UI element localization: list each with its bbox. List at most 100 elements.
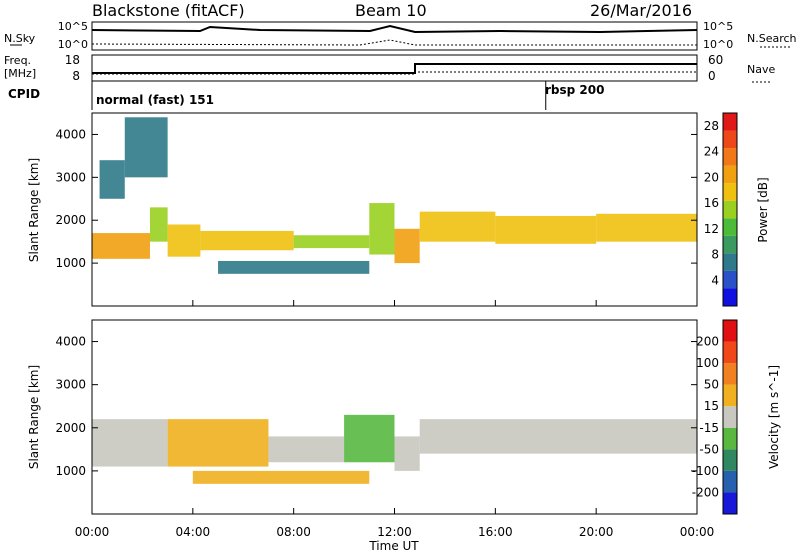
x-tick-label-4: 16:00 xyxy=(478,525,513,539)
y-tick-label-2: 3000 xyxy=(55,170,86,184)
band-velocity-2 xyxy=(268,436,345,463)
power-ylabel: Slant Range [km] xyxy=(27,158,41,262)
band-power-6 xyxy=(394,228,420,264)
y-tick-label-1: 2000 xyxy=(55,421,86,435)
colorbar-swatch-4 xyxy=(723,406,737,428)
date-title: 26/Mar/2016 xyxy=(590,1,692,20)
colorbar-tick-6: 28 xyxy=(704,119,719,133)
colorbar-frame xyxy=(722,112,738,307)
colorbar-swatch-3 xyxy=(723,427,737,450)
y-tick-label-0: 1000 xyxy=(55,256,86,270)
y-tick-label-2: 3000 xyxy=(55,378,86,392)
noise-sky-series xyxy=(91,24,698,34)
noise-right-tick-bottom: 10^0 xyxy=(703,38,733,51)
band-power-3 xyxy=(200,230,294,251)
colorbar-swatch-3 xyxy=(723,235,737,254)
y-tick-label-0: 1000 xyxy=(55,464,86,478)
noise-panel-frame xyxy=(91,21,698,51)
x-tick-label-2: 08:00 xyxy=(276,525,311,539)
velocity-colorbar-label: Velocity [m s^-1] xyxy=(767,365,781,469)
colorbar-swatch-6 xyxy=(723,363,737,385)
band-velocity-4 xyxy=(394,436,420,471)
colorbar-tick-1: 8 xyxy=(711,248,719,262)
nave-label: Nave xyxy=(747,63,775,76)
band-velocity-6 xyxy=(192,470,370,484)
band-velocity-3 xyxy=(344,414,395,463)
nave-series xyxy=(92,71,697,75)
velocity-colorbar: 200 100 50 15 -15 -50 -100 -200 xyxy=(692,319,738,515)
y-tick-label-3: 4000 xyxy=(55,127,86,141)
band-power-4 xyxy=(293,235,370,249)
noise-right-tick-top: 10^5 xyxy=(703,20,733,33)
freq-label-bottom: [MHz] xyxy=(4,67,36,80)
y-tick-label-1: 2000 xyxy=(55,213,86,227)
colorbar-tick-5: -50 xyxy=(699,442,719,456)
nave-tick-bottom: 0 xyxy=(708,69,716,83)
colorbar-tick-2: 50 xyxy=(704,378,719,392)
band-velocity-1 xyxy=(167,419,269,467)
freq-tick-bottom: 8 xyxy=(72,69,80,83)
colorbar-swatch-9 xyxy=(723,130,737,149)
colorbar-tick-3: 15 xyxy=(704,399,719,413)
colorbar-swatch-2 xyxy=(723,253,737,271)
colorbar-tick-6: -100 xyxy=(692,464,719,478)
power-heatmap xyxy=(92,117,697,274)
colorbar-tick-0: 200 xyxy=(696,335,719,349)
band-power-1 xyxy=(149,207,168,242)
colorbar-tick-3: 16 xyxy=(704,196,719,210)
band-power-11 xyxy=(124,117,168,178)
velocity-heatmap xyxy=(92,414,697,484)
colorbar-tick-2: 12 xyxy=(704,222,719,236)
colorbar-tick-5: 24 xyxy=(704,145,719,159)
power-colorbar-label: Power [dB] xyxy=(756,177,770,242)
cpid-mode-1: normal (fast) 151 xyxy=(96,93,214,107)
colorbar-tick-4: -15 xyxy=(699,421,719,435)
x-ticks: 00:00 04:00 08:00 12:00 16:00 20:00 00:00 xyxy=(75,300,715,539)
colorbar-swatch-8 xyxy=(723,320,737,342)
band-velocity-5 xyxy=(419,419,697,454)
band-power-8 xyxy=(495,215,597,244)
x-axis-label: Time UT xyxy=(368,539,419,553)
freq-tick-top: 18 xyxy=(65,53,80,67)
x-tick-label-3: 12:00 xyxy=(377,525,412,539)
colorbar-swatch-5 xyxy=(723,384,737,407)
band-power-10 xyxy=(99,160,125,199)
velocity-y-ticks: 1000 2000 3000 4000 xyxy=(55,335,697,478)
x-tick-label-5: 20:00 xyxy=(579,525,614,539)
power-y-ticks: 1000 2000 3000 4000 xyxy=(55,127,697,270)
colorbar-tick-4: 20 xyxy=(704,170,719,184)
cpid-label: CPID xyxy=(8,87,40,101)
colorbar-swatch-2 xyxy=(723,449,737,471)
colorbar-swatch-6 xyxy=(723,183,737,201)
station-title: Blackstone (fitACF) xyxy=(92,1,245,20)
colorbar-swatch-4 xyxy=(723,218,737,236)
band-power-9 xyxy=(596,213,697,242)
band-power-5 xyxy=(369,203,395,255)
band-power-0 xyxy=(92,233,150,259)
x-tick-label-0: 00:00 xyxy=(75,525,110,539)
freq-label-top: Freq. xyxy=(4,54,31,67)
freq-series xyxy=(92,63,697,74)
freq-panel-frame xyxy=(91,54,698,82)
colorbar-swatch-0 xyxy=(723,288,737,306)
colorbar-swatch-7 xyxy=(723,165,737,184)
colorbar-swatch-1 xyxy=(723,270,737,289)
colorbar-tick-0: 4 xyxy=(711,273,719,287)
colorbar-swatch-8 xyxy=(723,148,737,166)
band-power-12 xyxy=(218,260,370,274)
colorbar-frame xyxy=(722,319,738,515)
noise-left-tick-bottom: 10^0 xyxy=(58,38,88,51)
band-power-2 xyxy=(167,224,201,257)
nave-tick-top: 60 xyxy=(708,53,723,67)
x-tick-label-6: 00:00 xyxy=(680,525,715,539)
cpid-mode-2: rbsp 200 xyxy=(545,83,604,97)
x-tick-label-1: 04:00 xyxy=(176,525,211,539)
power-colorbar: 4 8 12 16 20 24 28 xyxy=(704,112,738,307)
band-power-7 xyxy=(419,211,496,242)
colorbar-tick-7: -200 xyxy=(692,485,719,499)
colorbar-swatch-7 xyxy=(723,341,737,364)
y-tick-label-3: 4000 xyxy=(55,335,86,349)
noise-left-tick-top: 10^5 xyxy=(58,20,88,33)
band-velocity-0 xyxy=(92,419,168,467)
